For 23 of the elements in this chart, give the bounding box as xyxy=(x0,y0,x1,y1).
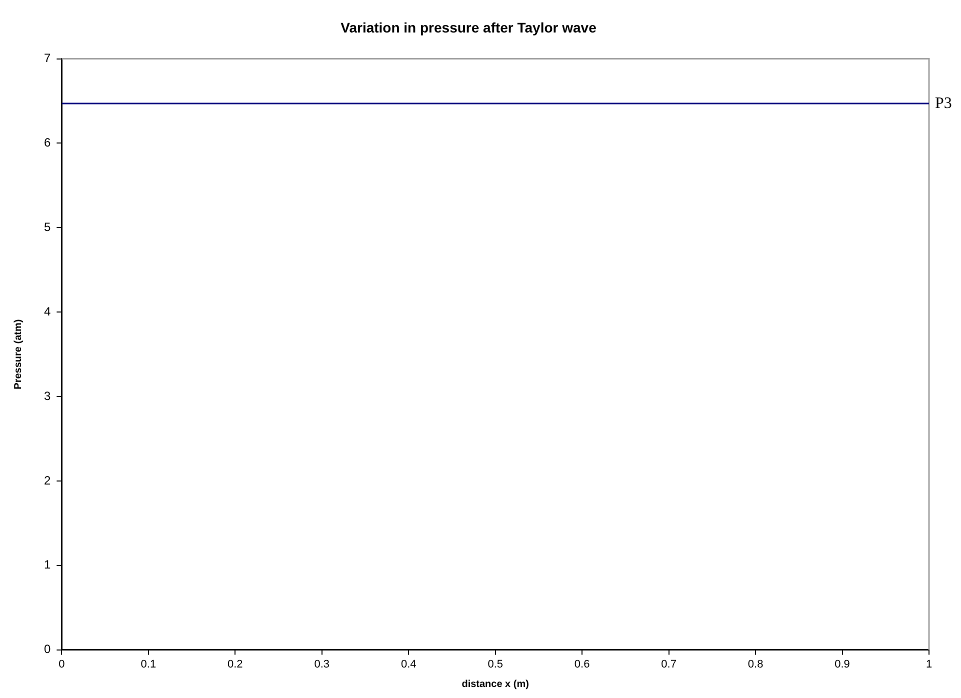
x-tick-label: 0.5 xyxy=(488,658,503,670)
x-tick-label: 0.1 xyxy=(140,658,156,670)
y-tick-label: 5 xyxy=(44,220,51,234)
y-tick-label: 7 xyxy=(44,51,51,66)
y-axis-title: Pressure (atm) xyxy=(12,319,24,390)
x-tick-label: 0.3 xyxy=(314,658,330,670)
series-label: P3 xyxy=(935,94,952,112)
x-tick-label: 0.4 xyxy=(400,658,416,670)
y-tick-label: 0 xyxy=(44,642,51,656)
x-tick-label: 0.8 xyxy=(748,658,764,670)
x-tick-label: 0.9 xyxy=(834,658,850,670)
y-tick-label: 6 xyxy=(44,136,51,150)
x-tick-label: 0.2 xyxy=(227,658,243,670)
x-tick-label: 1 xyxy=(926,658,932,670)
x-axis-title: distance x (m) xyxy=(462,678,529,690)
x-tick-label: 0.6 xyxy=(574,658,590,670)
x-tick-label: 0 xyxy=(58,658,65,670)
y-tick-label: 4 xyxy=(44,304,51,318)
y-tick-label: 2 xyxy=(44,473,51,488)
y-tick-label: 1 xyxy=(44,558,51,572)
chart-title: Variation in pressure after Taylor wave xyxy=(340,19,597,36)
x-tick-label: 0.7 xyxy=(661,658,676,670)
y-tick-label: 3 xyxy=(44,388,51,403)
